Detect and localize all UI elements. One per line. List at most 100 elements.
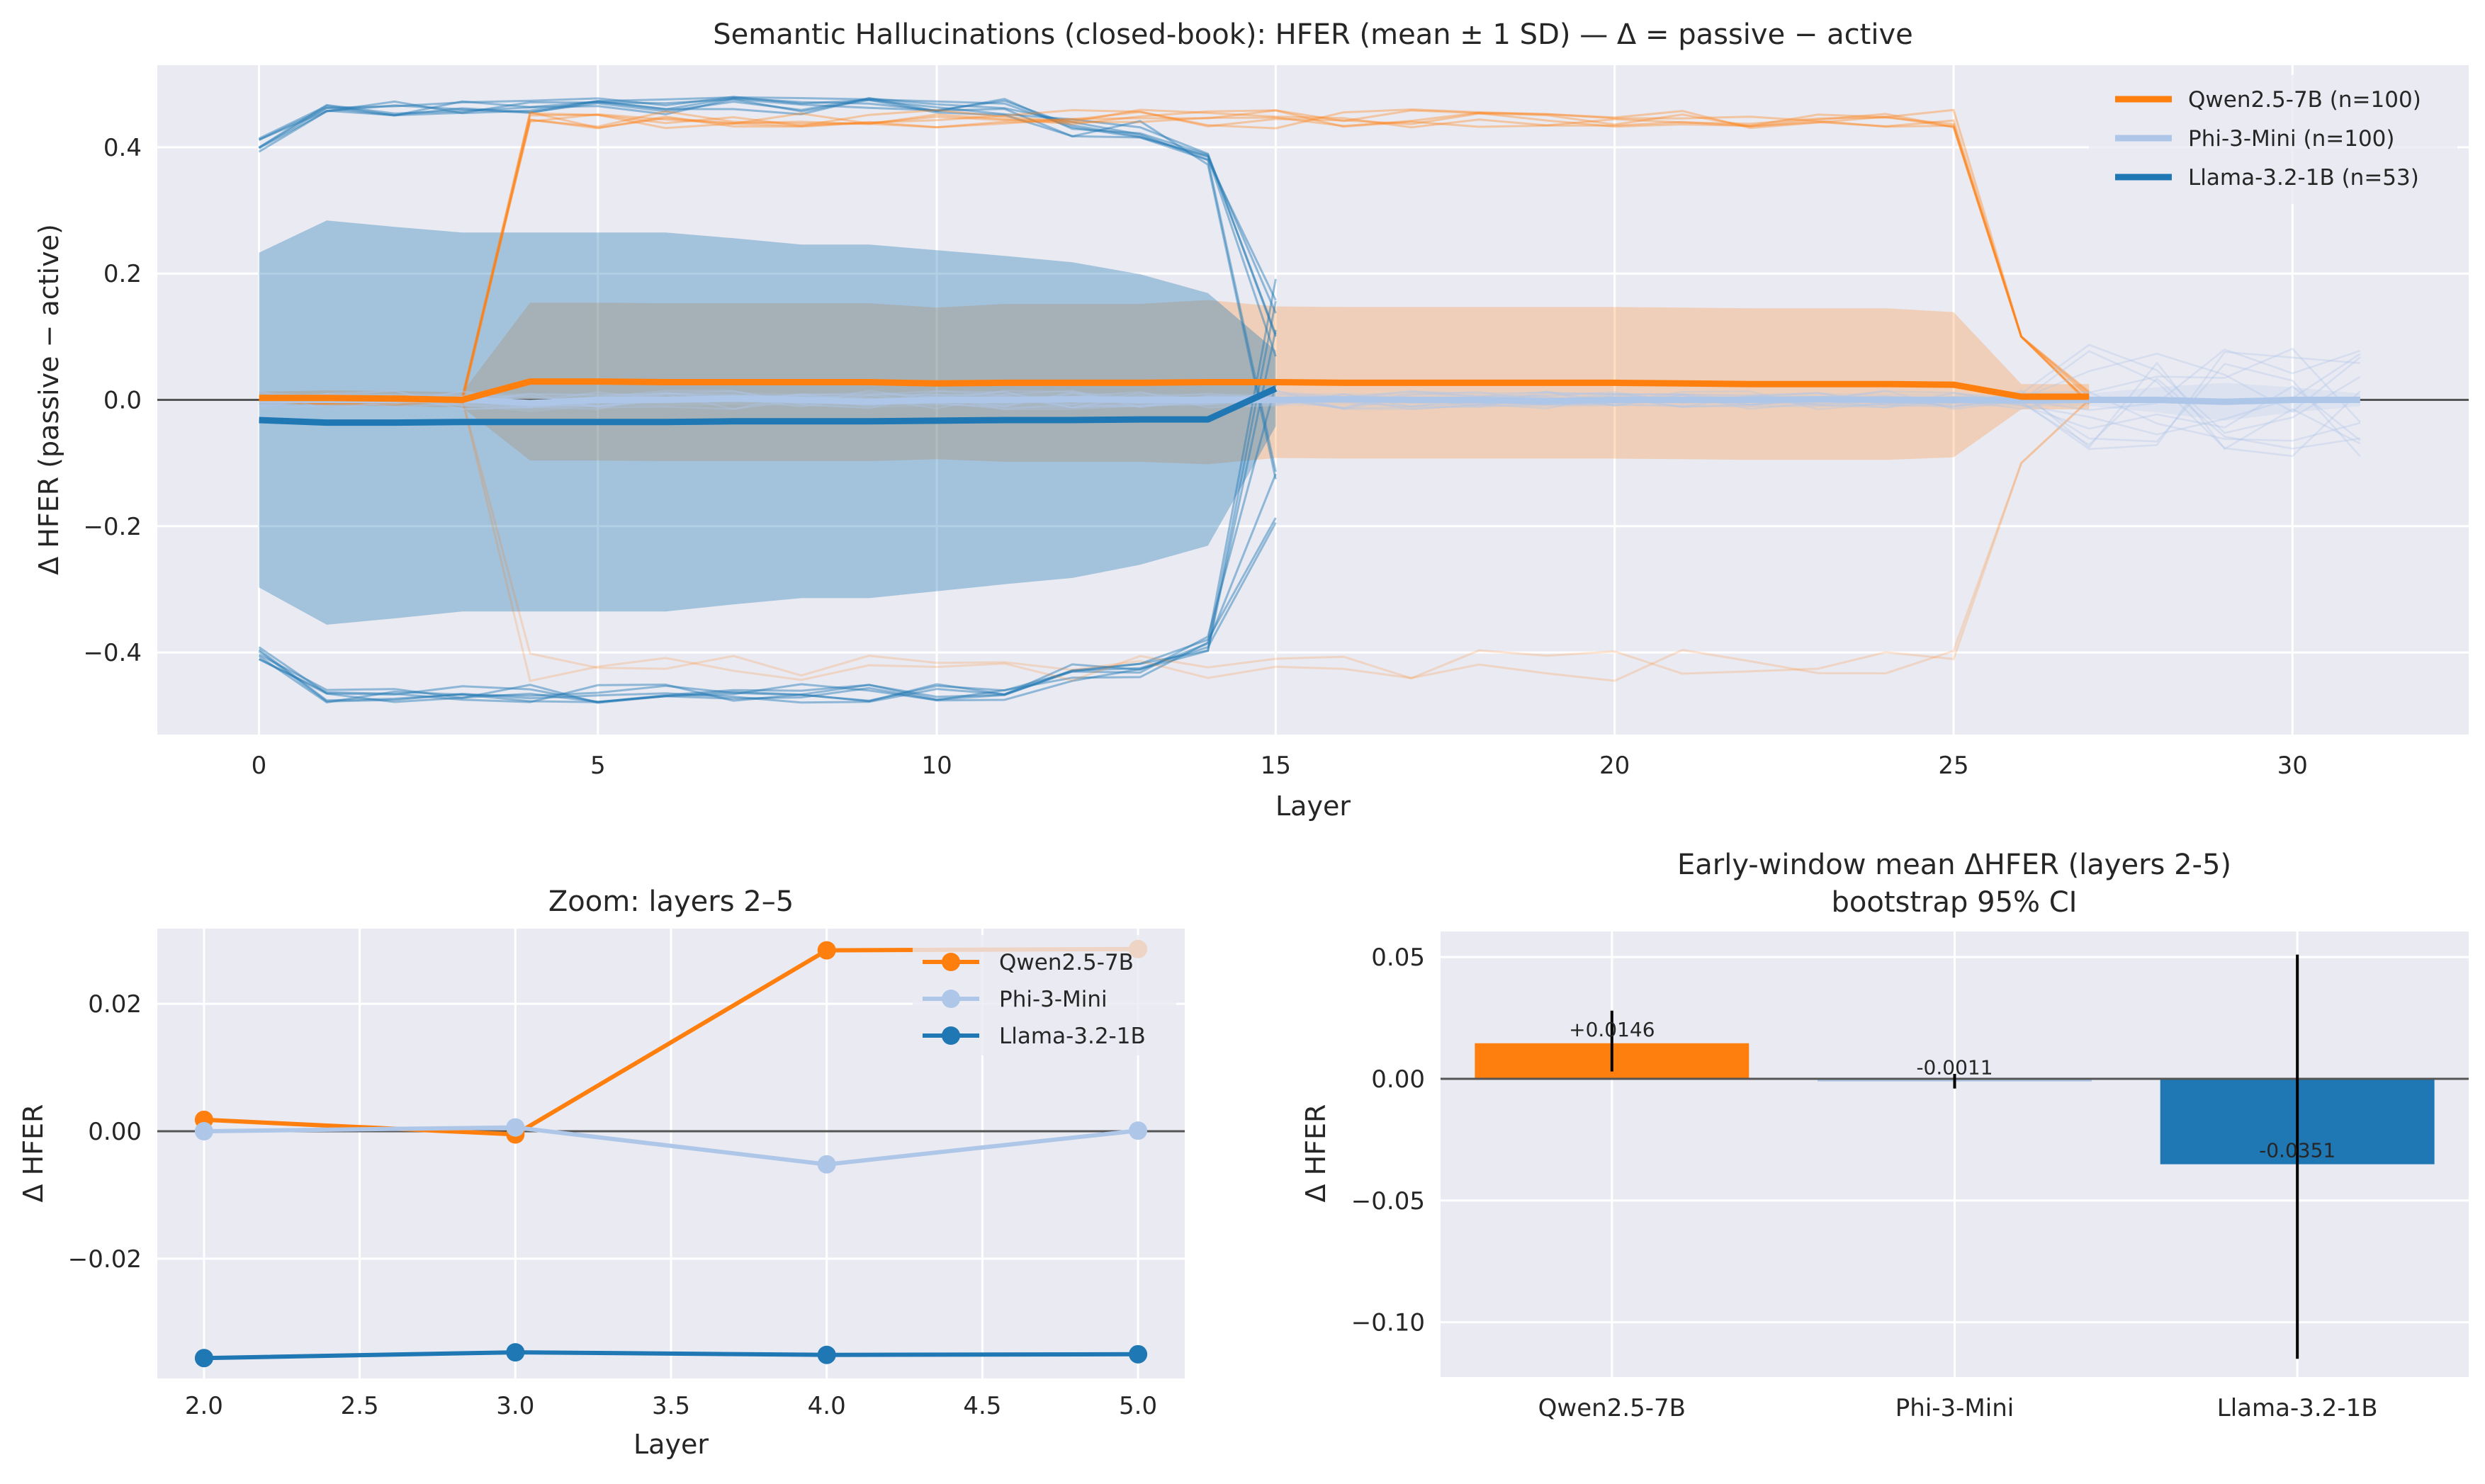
zoom-legend-label: Phi-3-Mini — [999, 987, 1108, 1012]
main-x-tick: 5 — [590, 752, 606, 780]
zoom-y-axis-label: Δ HFER — [18, 1104, 49, 1203]
zoom-point-llama — [817, 1345, 836, 1364]
zoom-point-phi — [817, 1155, 836, 1174]
mean-line-llama — [259, 385, 1278, 426]
zoom-x-tick: 2.0 — [185, 1392, 223, 1420]
qwen-sample-trace-neg — [259, 399, 2090, 682]
main-x-tick: 25 — [1938, 752, 1968, 780]
bar-y-tick-labels: −0.10 −0.05 0.00 0.05 — [1351, 944, 1425, 1337]
qwen-sample-trace — [259, 108, 2090, 402]
zoom-legend: Qwen2.5-7B Phi-3-Mini Llama-3.2-1B — [913, 935, 1176, 1055]
mean-line-qwen — [259, 378, 2090, 403]
main-x-tick: 10 — [921, 752, 952, 780]
main-legend-label: Qwen2.5-7B (n=100) — [2188, 87, 2421, 113]
main-x-tick: 30 — [2277, 752, 2308, 780]
llama-sample-trace — [258, 517, 1277, 704]
bar-x-tick: Qwen2.5-7B — [1538, 1394, 1686, 1422]
main-y-tick: −0.4 — [83, 639, 142, 667]
zoom-x-tick: 4.5 — [963, 1392, 1001, 1420]
bar-data-label: -0.0011 — [1916, 1056, 1993, 1080]
main-y-tick: −0.2 — [83, 513, 142, 541]
main-chart: 0 5 10 15 20 25 30 −0.4 −0.2 0.0 0.2 0.4 Semantic … — [33, 18, 2469, 822]
zoom-y-tick-labels: −0.02 0.00 0.02 — [68, 990, 142, 1274]
bar-chart: +0.0146 -0.0011 -0.0351 Qwen2.5-7B Phi-3-Mi… — [1300, 849, 2469, 1422]
qwen-sample-trace — [259, 108, 2090, 406]
main-title: Semantic Hallucinations (closed-book): H… — [713, 18, 1912, 51]
main-x-tick: 0 — [252, 752, 267, 780]
llama-sample-trace — [258, 300, 1277, 703]
bar-y-tick: 0.05 — [1371, 944, 1425, 972]
bar-x-tick-labels: Qwen2.5-7B Phi-3-Mini Llama-3.2-1B — [1538, 1394, 2378, 1422]
llama-sample-trace — [258, 96, 1277, 472]
zoom-x-axis-label: Layer — [633, 1429, 709, 1460]
bar-subtitle: bootstrap 95% CI — [1832, 886, 2078, 919]
zoom-x-tick: 2.5 — [341, 1392, 379, 1420]
bar-data-labels: +0.0146 -0.0011 -0.0351 — [1569, 1018, 2335, 1162]
main-legend: Qwen2.5-7B (n=100) Phi-3-Mini (n=100) Llam… — [2089, 75, 2457, 204]
main-mean-lines — [259, 378, 2360, 426]
bar-x-tick: Llama-3.2-1B — [2217, 1394, 2378, 1422]
zoom-point-phi — [194, 1122, 213, 1141]
main-y-tick-labels: −0.4 −0.2 0.0 0.2 0.4 — [83, 134, 142, 667]
bar-y-tick: −0.10 — [1351, 1309, 1425, 1337]
llama-sample-trace — [258, 329, 1277, 704]
bar-y-tick: 0.00 — [1371, 1065, 1425, 1094]
llama-sample-trace — [258, 96, 1277, 335]
llama-sample-trace — [258, 278, 1277, 703]
zoom-point-qwen — [817, 941, 836, 960]
main-legend-label: Phi-3-Mini (n=100) — [2188, 126, 2395, 152]
main-x-tick-labels: 0 5 10 15 20 25 30 — [252, 752, 2308, 780]
bar-title: Early-window mean ΔHFER (layers 2-5) — [1677, 849, 2231, 881]
main-x-tick: 20 — [1599, 752, 1630, 780]
main-x-axis-label: Layer — [1275, 791, 1351, 822]
zoom-x-tick: 3.0 — [496, 1392, 534, 1420]
qwen-sample-trace — [259, 108, 2090, 404]
zoom-point-llama — [506, 1343, 525, 1362]
llama-sample-trace — [258, 98, 1277, 314]
zoom-y-tick: 0.00 — [88, 1118, 142, 1146]
main-y-axis-label: Δ HFER (passive − active) — [33, 224, 64, 575]
llama-sample-trace — [258, 97, 1277, 301]
zoom-x-tick-labels: 2.0 2.5 3.0 3.5 4.0 4.5 5.0 — [185, 1392, 1157, 1420]
zoom-legend-label: Llama-3.2-1B — [999, 1024, 1146, 1049]
bar-data-label: +0.0146 — [1569, 1018, 1655, 1041]
zoom-x-tick: 4.0 — [808, 1392, 846, 1420]
qwen-sample-trace — [259, 109, 2090, 404]
bar-y-tick: −0.05 — [1351, 1187, 1425, 1216]
qwen-sample-trace — [259, 111, 2090, 405]
main-y-tick: 0.4 — [103, 134, 142, 162]
zoom-y-tick: −0.02 — [68, 1245, 142, 1274]
main-y-tick: 0.2 — [103, 260, 142, 288]
zoom-chart: 2.0 2.5 3.0 3.5 4.0 4.5 5.0 −0.02 0.00 0.02 Zoom… — [18, 885, 1185, 1460]
zoom-point-phi — [506, 1118, 525, 1137]
bar-y-axis-label: Δ HFER — [1300, 1104, 1331, 1203]
zoom-title: Zoom: layers 2–5 — [548, 885, 794, 918]
bar-x-tick: Phi-3-Mini — [1895, 1394, 2014, 1422]
zoom-x-tick: 3.5 — [652, 1392, 690, 1420]
bar-data-label: -0.0351 — [2259, 1139, 2335, 1162]
zoom-line-llama — [203, 1350, 1139, 1361]
llama-sample-trace — [258, 521, 1277, 703]
main-x-tick: 15 — [1261, 752, 1291, 780]
llama-sample-trace — [258, 96, 1277, 480]
zoom-legend-marker — [942, 990, 960, 1008]
zoom-y-tick: 0.02 — [88, 990, 142, 1019]
llama-sample-trace — [258, 384, 1277, 703]
zoom-point-llama — [1129, 1344, 1148, 1364]
zoom-line-phi — [203, 1125, 1139, 1167]
zoom-legend-marker — [942, 1026, 960, 1045]
llama-sample-trace — [258, 473, 1277, 704]
bar-error-bars — [1610, 954, 2299, 1359]
zoom-x-tick: 5.0 — [1119, 1392, 1157, 1420]
zoom-point-phi — [1129, 1121, 1148, 1140]
mean-line-phi — [259, 395, 2360, 407]
zoom-point-llama — [194, 1349, 213, 1368]
llama-sample-trace — [258, 98, 1277, 357]
qwen-sample-trace-neg — [259, 399, 2090, 682]
zoom-legend-marker — [942, 953, 960, 971]
main-y-tick: 0.0 — [103, 387, 142, 415]
main-legend-label: Llama-3.2-1B (n=53) — [2188, 165, 2419, 191]
qwen-sample-trace — [259, 108, 2090, 406]
zoom-legend-label: Qwen2.5-7B — [999, 950, 1134, 975]
